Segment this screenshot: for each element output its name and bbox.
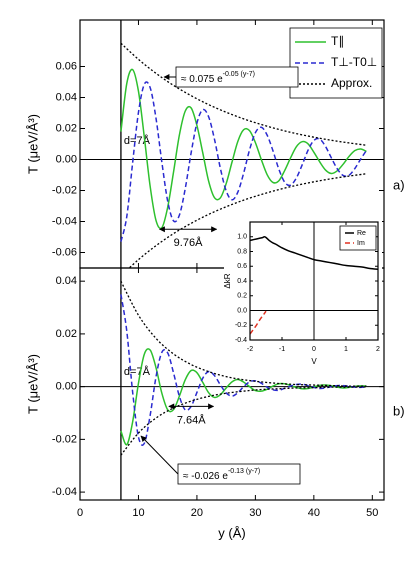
panel-label: b) [393, 403, 405, 418]
y-tick-label: 0.2 [237, 293, 247, 300]
y-tick-label: 0.00 [56, 153, 77, 165]
y-tick-label: 0.02 [56, 328, 77, 340]
y-tick-label: -0.02 [52, 184, 77, 196]
x-tick-label: 0 [312, 346, 316, 353]
y-tick-label: -0.2 [235, 322, 247, 329]
data-line [120, 81, 368, 242]
data-line [120, 42, 367, 146]
legend-label: T∥ [331, 34, 344, 48]
y-tick-label: 0.04 [56, 91, 77, 103]
frame [249, 221, 379, 341]
y-tick-label: -0.4 [235, 337, 247, 344]
y-axis-label: T (μeV/Å³) [25, 354, 40, 414]
x-tick-label: -2 [247, 346, 253, 353]
panel: -0.4 -0.2 0.0 0.2 0.4 0.6 0.8 1.0 -2 -1 0 1 2 ΔkR V Re I… [223, 221, 380, 366]
annotation-text: ≈ 0.075 e [181, 74, 223, 85]
x-axis-label: V [311, 357, 317, 366]
spacing-label: 9.76Å [174, 236, 203, 249]
y-axis-label: T (μeV/Å³) [25, 114, 40, 174]
x-axis-label: y (Å) [218, 525, 245, 540]
x-tick-label: 50 [366, 507, 378, 519]
annotation-arrow [140, 435, 179, 475]
legend-label: Im [357, 240, 365, 247]
annotation-exponent: -0.13 (y-7) [228, 468, 260, 475]
annotation: ≈ 0.075 e-0.05 (y-7) [181, 71, 255, 85]
data-line [120, 280, 367, 387]
x-tick-label: 0 [77, 507, 83, 519]
y-tick-label: 0.4 [237, 278, 247, 285]
annotation: ≈ -0.026 e-0.13 (y-7) [183, 468, 260, 482]
panel: -0.04-0.020.000.020.040 10 20 30 40 50d=7ÅT (… [25, 267, 405, 540]
data-line [250, 235, 378, 270]
legend-label: Approx. [331, 76, 372, 90]
y-tick-label: 0.8 [237, 248, 247, 255]
data-line [120, 294, 367, 446]
y-tick-label: -0.04 [52, 486, 77, 498]
y-tick-label: 0.04 [56, 275, 77, 287]
x-tick-label: 40 [308, 507, 320, 519]
y-tick-label: 0.00 [56, 381, 77, 393]
annotation-exponent: -0.05 (y-7) [223, 71, 255, 78]
legend-box [339, 225, 377, 251]
spacing-label: 7.64Å [177, 413, 206, 426]
legend-label: Re [357, 230, 366, 237]
y-tick-label: 0.06 [56, 60, 77, 72]
d-label: d=7Å [124, 365, 151, 378]
data-line [250, 310, 267, 335]
x-tick-label: 30 [249, 507, 261, 519]
d-label: d=7Å [124, 134, 151, 147]
x-tick-label: 1 [344, 346, 348, 353]
legend-label: T⊥-T0⊥ [331, 55, 377, 69]
y-tick-label: 0.6 [237, 263, 247, 270]
y-tick-label: 1.0 [237, 234, 247, 241]
panel-label: a) [393, 177, 405, 192]
panel: -0.06 -0.04 -0.02 0.00 0.02 0.04 0.06 d=7Å T (μe… [25, 19, 405, 269]
y-tick-label: -0.02 [52, 433, 77, 445]
x-tick-label: -1 [279, 346, 285, 353]
annotation-text: ≈ -0.026 e [183, 471, 228, 482]
y-tick-label: -0.04 [52, 215, 77, 227]
x-tick-label: 20 [191, 507, 203, 519]
data-line [128, 173, 367, 268]
y-tick-label: 0.02 [56, 122, 77, 134]
x-tick-label: 10 [132, 507, 144, 519]
x-tick-label: 2 [376, 346, 380, 353]
y-axis-label: ΔkR [223, 273, 232, 288]
data-line [120, 386, 367, 456]
y-tick-label: -0.06 [52, 246, 77, 258]
y-tick-label: 0.0 [237, 307, 247, 314]
